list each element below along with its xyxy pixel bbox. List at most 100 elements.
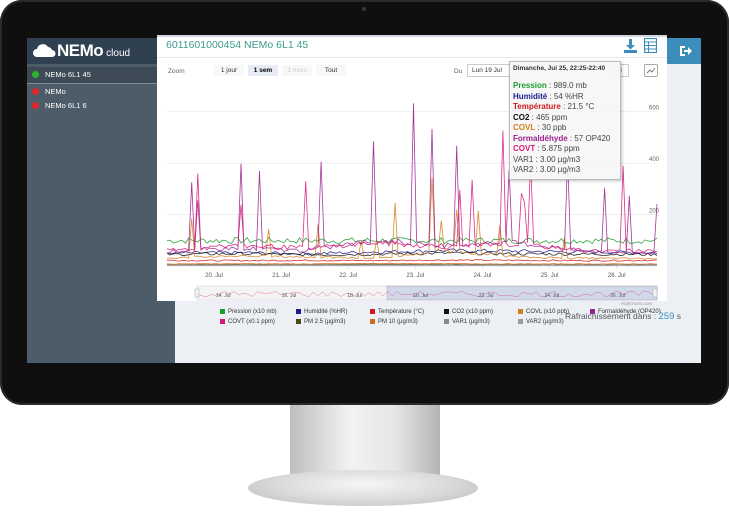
tooltip-value: : 54 %HR bbox=[547, 91, 584, 101]
series-line bbox=[166, 251, 658, 257]
legend-swatch bbox=[370, 318, 375, 324]
tooltip-row: Humidité : 54 %HR bbox=[513, 91, 584, 102]
series-line bbox=[166, 177, 658, 260]
legend-item[interactable]: VAR2 (µg/m3) bbox=[518, 318, 564, 326]
tooltip-value: : 989.0 mb bbox=[546, 81, 587, 90]
navigator-handle bbox=[652, 288, 658, 298]
tooltip-label: VAR1 bbox=[513, 154, 534, 164]
navigator-tick-label: 20. Jul bbox=[413, 293, 428, 299]
refresh-countdown: Rafraichissement dans : 259 s bbox=[565, 311, 682, 322]
status-dot-icon bbox=[32, 88, 39, 95]
tooltip-value: : 5.875 ppm bbox=[535, 144, 580, 153]
chart-canvas: 200 400 600 20. Jul 21. Jul 22. Jul 23. Jul 24.… bbox=[166, 103, 660, 301]
tooltip-value: : 465 ppm bbox=[529, 112, 568, 122]
sidebar bbox=[27, 38, 175, 363]
navigator-tick-label: 24. Jul bbox=[544, 293, 559, 299]
download-icon[interactable] bbox=[624, 39, 637, 53]
legend-item[interactable]: COVT (x0.1 ppm) bbox=[220, 318, 275, 326]
series-line bbox=[166, 259, 657, 262]
tooltip-value: : 57 OP420 bbox=[567, 133, 611, 143]
legend-swatch bbox=[518, 308, 523, 314]
sidebar-device-item[interactable]: NEMo 6L1 45 bbox=[27, 67, 175, 84]
sidebar-device-item[interactable]: NEMo 6L1 6 bbox=[27, 98, 175, 114]
legend-label: Température (°C) bbox=[378, 309, 425, 315]
tooltip-label: Température bbox=[513, 102, 561, 111]
sidebar-device-item[interactable]: NEMo bbox=[27, 84, 175, 100]
series-line bbox=[166, 248, 658, 256]
zoom-button[interactable]: 1 jour bbox=[214, 65, 244, 76]
camera-icon bbox=[362, 7, 366, 11]
legend-item[interactable]: CO2 (x10 ppm) bbox=[444, 308, 493, 316]
table-icon[interactable] bbox=[644, 38, 657, 53]
tooltip-row: Formaldéhyde : 57 OP420 bbox=[513, 133, 610, 144]
tooltip-row: COVT : 5.875 ppm bbox=[513, 143, 580, 154]
legend-item[interactable]: VAR1 (µg/m3) bbox=[444, 318, 490, 326]
legend-swatch bbox=[220, 318, 225, 324]
navigator-handle bbox=[194, 288, 200, 298]
logout-icon[interactable] bbox=[678, 44, 692, 58]
tooltip-row: CO2 : 465 ppm bbox=[513, 112, 567, 123]
navigator-tick-label: 18. Jul bbox=[347, 293, 362, 299]
legend-item[interactable]: Température (°C) bbox=[370, 308, 424, 316]
y-tick-label: 600 bbox=[649, 106, 660, 112]
tooltip-label: CO2 bbox=[513, 112, 530, 122]
status-dot-icon bbox=[32, 71, 39, 78]
date-from-input[interactable]: Lun 19 Jul bbox=[467, 64, 513, 77]
legend-item[interactable]: PM 10 (µg/m3) bbox=[370, 318, 418, 326]
tooltip-label: COVT bbox=[513, 144, 536, 153]
tooltip-row: COVL : 30 ppb bbox=[513, 122, 566, 133]
tooltip-label: Pression bbox=[513, 81, 547, 90]
legend-item[interactable]: Formaldéhyde (OP420) bbox=[590, 308, 661, 316]
status-dot-icon bbox=[32, 102, 39, 109]
legend-label: VAR1 (µg/m3) bbox=[452, 319, 490, 325]
tooltip-value: : 21.5 °C bbox=[560, 102, 595, 111]
navigator-tick-label: 22. Jul bbox=[479, 293, 494, 299]
panel-divider bbox=[157, 57, 667, 58]
tooltip-label: VAR2 bbox=[513, 165, 534, 174]
legend-swatch bbox=[296, 318, 301, 324]
monitor-base bbox=[248, 470, 478, 506]
legend-label: COVL (x10 ppb) bbox=[526, 309, 570, 315]
tooltip-label: Formaldéhyde bbox=[513, 133, 568, 143]
x-tick-label: 25. Jul bbox=[541, 273, 559, 279]
legend-label: Formaldéhyde (OP420) bbox=[598, 309, 661, 315]
legend-label: COVT (x0.1 ppm) bbox=[228, 319, 275, 325]
zoom-button[interactable]: 1 sem bbox=[248, 65, 278, 76]
cloud-icon bbox=[33, 44, 56, 57]
device-label: NEMo 6L1 45 bbox=[45, 70, 91, 79]
x-tick-label: 23. Jul bbox=[407, 273, 425, 279]
x-tick-label: 22. Jul bbox=[339, 273, 357, 279]
tooltip-value: : 3.00 µg/m3 bbox=[533, 154, 581, 164]
navigator-series bbox=[196, 290, 658, 298]
legend-item[interactable]: Pression (x10 mb) bbox=[220, 308, 277, 316]
logo[interactable]: NEMo cloud bbox=[27, 38, 175, 64]
legend-swatch bbox=[590, 308, 595, 314]
legend-swatch bbox=[370, 308, 375, 314]
device-label: NEMo 6L1 6 bbox=[45, 101, 87, 110]
zoom-button[interactable]: Tout bbox=[316, 65, 346, 76]
navigator-tick-label: 16. Jul bbox=[282, 293, 297, 299]
series-line bbox=[166, 263, 658, 266]
tooltip-label: COVL bbox=[513, 123, 536, 132]
legend-item[interactable]: Humidité (%HR) bbox=[296, 308, 347, 316]
chart-credit: Highcharts.com bbox=[621, 301, 653, 306]
legend-item[interactable]: PM 2.5 (µg/m3) bbox=[296, 318, 345, 326]
zoom-label: Zoom bbox=[168, 68, 185, 75]
legend-label: PM 10 (µg/m3) bbox=[378, 319, 418, 325]
tooltip-row: Température : 21.5 °C bbox=[513, 101, 594, 112]
date-from-label: Du bbox=[454, 68, 463, 75]
chart-menu-icon[interactable] bbox=[644, 64, 658, 77]
legend-swatch bbox=[220, 308, 225, 314]
tooltip-value: : 30 ppb bbox=[535, 123, 567, 132]
zoom-button: 1 mois bbox=[282, 65, 312, 76]
series-line bbox=[166, 262, 657, 265]
panel-title: 6011601000454 NEMo 6L1 45 bbox=[166, 39, 309, 51]
series-line bbox=[166, 103, 658, 255]
y-tick-label: 400 bbox=[649, 157, 660, 163]
x-tick-label: 24. Jul bbox=[474, 273, 492, 279]
monitor-stand bbox=[290, 405, 440, 475]
legend-item[interactable]: COVL (x10 ppb) bbox=[518, 308, 569, 316]
x-tick-label: 21. Jul bbox=[272, 273, 290, 279]
series-line bbox=[166, 130, 657, 253]
legend-swatch bbox=[518, 318, 523, 324]
